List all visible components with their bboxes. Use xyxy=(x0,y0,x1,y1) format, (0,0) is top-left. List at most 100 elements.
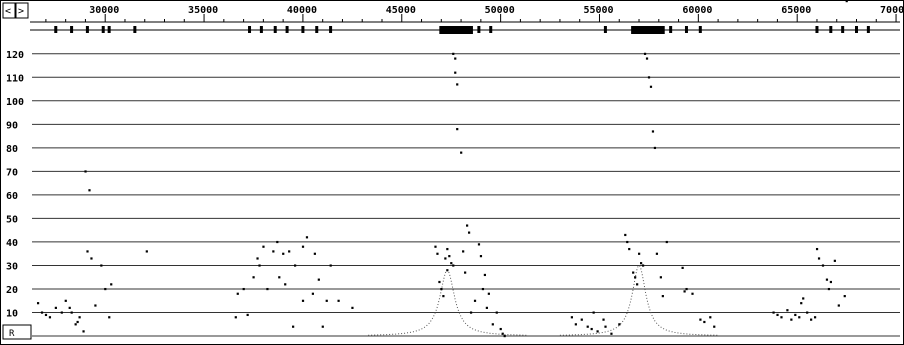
track-feature xyxy=(489,26,493,33)
data-point xyxy=(592,311,595,314)
data-point xyxy=(337,299,340,302)
y-tick-label: 120 xyxy=(6,50,24,61)
track-feature xyxy=(477,26,481,33)
data-point xyxy=(610,332,613,335)
data-point xyxy=(790,318,793,321)
data-point xyxy=(473,299,477,302)
y-tick-label: 90 xyxy=(6,120,18,131)
data-point xyxy=(94,304,97,307)
data-point xyxy=(440,287,443,291)
track-feature xyxy=(285,26,289,33)
data-point xyxy=(586,325,589,328)
data-point xyxy=(325,299,328,302)
data-point xyxy=(466,224,469,227)
data-point xyxy=(266,287,269,291)
data-point xyxy=(236,292,239,295)
data-point xyxy=(681,266,684,269)
data-point xyxy=(813,316,817,319)
x-axis: 30000 35000 40000 45000 50000 55000 60000 65000… xyxy=(30,5,904,23)
zoom-out-label: < xyxy=(5,6,11,17)
data-point xyxy=(84,170,87,173)
data-point xyxy=(108,316,111,319)
track-feature xyxy=(841,26,845,33)
data-point xyxy=(278,276,281,279)
track-feature xyxy=(815,26,819,33)
data-point xyxy=(292,325,295,328)
data-point xyxy=(503,335,506,338)
y-tick-label: 30 xyxy=(6,261,18,272)
data-point xyxy=(284,283,287,286)
data-point xyxy=(54,306,57,309)
track-feature xyxy=(684,26,688,33)
track-block xyxy=(439,26,473,34)
data-point xyxy=(495,311,498,314)
y-tick-label: 70 xyxy=(6,167,18,178)
data-point xyxy=(276,240,279,244)
track-feature xyxy=(54,26,58,33)
track-feature xyxy=(107,26,111,33)
x-tick-label: 60000 xyxy=(682,5,712,16)
data-point xyxy=(645,57,649,60)
x-tick-label: 55000 xyxy=(583,5,613,16)
data-point xyxy=(647,76,651,79)
data-point xyxy=(574,323,577,326)
data-point xyxy=(74,323,77,326)
data-point xyxy=(683,290,686,293)
track-feature xyxy=(855,26,859,33)
data-point xyxy=(570,316,573,319)
track-block xyxy=(631,26,665,34)
data-point xyxy=(454,57,457,60)
data-point xyxy=(626,240,629,244)
data-point xyxy=(639,262,643,265)
data-point xyxy=(469,311,473,314)
data-point xyxy=(632,271,635,274)
x-tick-label: 35000 xyxy=(188,5,218,16)
data-point xyxy=(288,250,291,253)
y-axis: 10 20 30 40 50 60 70 80 90 100 110 120 xyxy=(6,50,24,320)
data-point xyxy=(483,273,487,277)
data-point xyxy=(467,231,471,234)
data-point xyxy=(843,295,846,298)
data-point xyxy=(313,252,316,255)
data-point xyxy=(256,257,259,260)
zoom-in-button[interactable] xyxy=(15,2,29,19)
data-point xyxy=(628,247,631,251)
data-point xyxy=(301,245,305,248)
data-point xyxy=(634,276,637,279)
x-tick-label: 50000 xyxy=(485,5,515,16)
data-point xyxy=(602,318,605,321)
data-point xyxy=(829,280,833,284)
zoom-out-button[interactable] xyxy=(2,2,16,19)
track-feature xyxy=(669,26,673,33)
data-point xyxy=(246,313,249,317)
data-point xyxy=(810,318,813,321)
grid-lines xyxy=(32,53,900,337)
data-point xyxy=(454,71,457,74)
x-tick-label: 65000 xyxy=(781,5,811,16)
track-feature xyxy=(101,26,105,33)
data-point xyxy=(815,247,819,251)
data-point xyxy=(456,128,459,131)
track-feature xyxy=(603,26,607,33)
data-point xyxy=(651,130,655,133)
track-feature xyxy=(301,26,305,33)
track-feature xyxy=(829,26,833,33)
reset-view-label: R xyxy=(9,329,15,339)
data-point xyxy=(262,245,265,248)
data-point xyxy=(802,297,805,300)
reset-view-button[interactable] xyxy=(2,324,32,340)
data-point xyxy=(641,264,645,267)
data-point xyxy=(638,252,641,255)
data-point xyxy=(252,276,255,279)
data-point xyxy=(444,257,447,260)
data-point xyxy=(78,316,81,319)
data-point xyxy=(485,306,488,309)
data-point xyxy=(329,264,332,267)
data-point xyxy=(448,255,451,258)
data-point xyxy=(272,250,275,253)
data-point xyxy=(661,295,664,298)
data-point xyxy=(590,327,593,331)
data-point xyxy=(436,252,439,255)
data-point xyxy=(655,252,659,255)
data-point xyxy=(242,287,245,291)
